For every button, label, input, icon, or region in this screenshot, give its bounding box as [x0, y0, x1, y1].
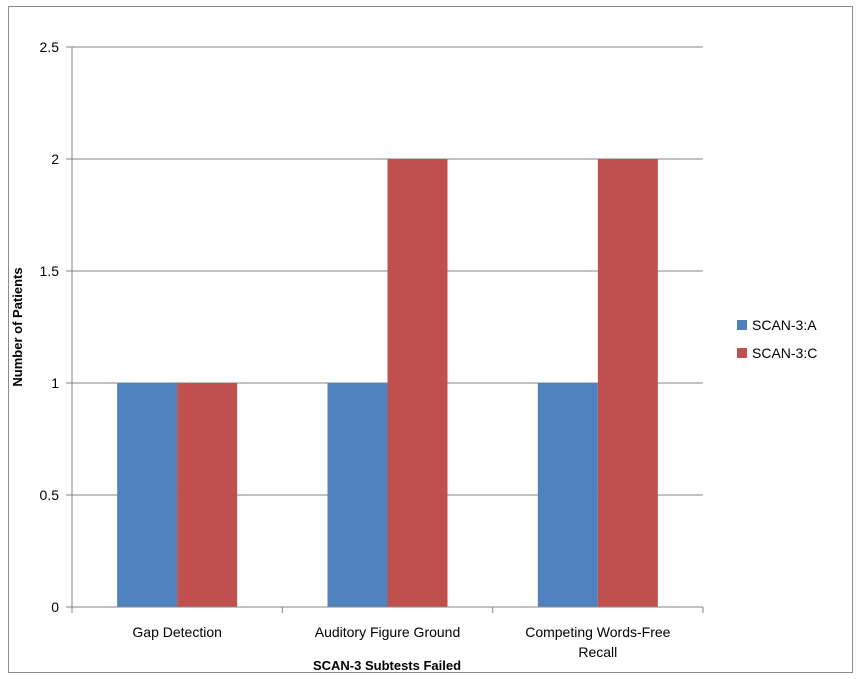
bar-scan-3-a: [327, 383, 388, 607]
x-axis-title: SCAN-3 Subtests Failed: [313, 658, 461, 673]
x-tick-labels: Gap Detection Auditory Figure Ground Compe…: [132, 624, 670, 660]
y-tick-label: 0.5: [40, 487, 60, 503]
x-tick-label: Competing Words-Free: [525, 624, 670, 640]
bar-scan-3-c: [177, 383, 238, 607]
bar-scan-3-a: [117, 383, 178, 607]
y-axis-title: Number of Patients: [10, 267, 25, 386]
y-tick-label: 2: [51, 151, 59, 167]
legend: SCAN-3:A SCAN-3:C: [737, 317, 817, 361]
bar-scan-3-a: [537, 383, 598, 607]
legend-swatch: [737, 320, 747, 330]
bars: [117, 159, 658, 607]
legend-label: SCAN-3:C: [752, 345, 817, 361]
y-tick-labels: 0 0.5 1 1.5 2 2.5: [40, 39, 60, 615]
x-tick-label: Gap Detection: [132, 624, 222, 640]
y-tick-label: 0: [51, 599, 59, 615]
legend-swatch: [737, 348, 747, 358]
y-tick-label: 1: [51, 375, 59, 391]
bar-scan-3-c: [387, 159, 448, 607]
axes: [66, 46, 704, 613]
legend-label: SCAN-3:A: [752, 317, 817, 333]
y-tick-label: 1.5: [40, 263, 60, 279]
x-tick-label: Recall: [578, 644, 617, 660]
bar-scan-3-c: [597, 159, 658, 607]
y-tick-label: 2.5: [40, 39, 60, 55]
x-tick-label: Auditory Figure Ground: [315, 624, 461, 640]
